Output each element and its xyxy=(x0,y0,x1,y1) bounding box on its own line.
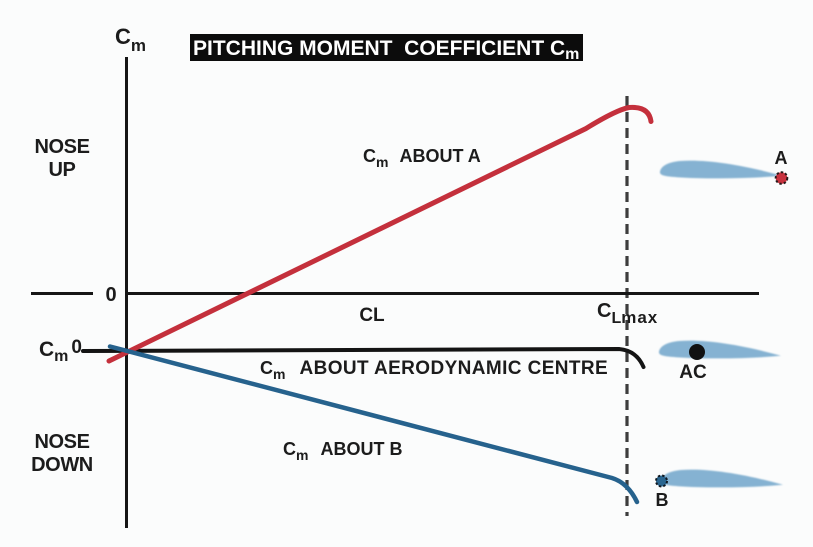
svg-text:CL: CL xyxy=(359,305,385,326)
svg-text:NOSE: NOSE xyxy=(34,431,89,453)
svg-text:0: 0 xyxy=(105,284,116,306)
svg-text:A: A xyxy=(775,148,788,168)
svg-text:PITCHING MOMENT COEFFICIENT C: PITCHING MOMENT COEFFICIENT Cm xyxy=(193,37,579,63)
svg-text:AC: AC xyxy=(679,362,707,383)
svg-text:NOSE: NOSE xyxy=(34,136,89,158)
svg-text:DOWN: DOWN xyxy=(31,454,93,476)
svg-text:B: B xyxy=(656,490,669,510)
svg-text:UP: UP xyxy=(49,159,76,181)
